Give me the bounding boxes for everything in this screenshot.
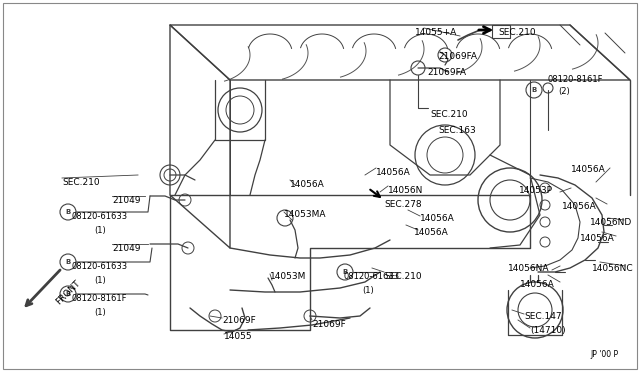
Text: 21049: 21049 (112, 244, 141, 253)
Text: SEC.278: SEC.278 (384, 200, 422, 209)
Text: B: B (65, 259, 70, 265)
Text: 14056A: 14056A (376, 168, 411, 177)
Text: 14056NA: 14056NA (508, 264, 550, 273)
Text: 21069F: 21069F (312, 320, 346, 329)
Text: 14056NC: 14056NC (592, 264, 634, 273)
Text: 14056A: 14056A (414, 228, 449, 237)
Text: SEC.147: SEC.147 (524, 312, 562, 321)
Text: 08120-61633: 08120-61633 (344, 272, 400, 281)
Text: 14053MA: 14053MA (284, 210, 326, 219)
Text: 08120-8161F: 08120-8161F (548, 75, 604, 84)
Text: 14056A: 14056A (290, 180, 324, 189)
Text: FRONT: FRONT (54, 278, 82, 306)
Text: (1): (1) (94, 276, 106, 285)
Text: 14055: 14055 (224, 332, 253, 341)
Text: 14056ND: 14056ND (590, 218, 632, 227)
Text: (2): (2) (558, 87, 570, 96)
Text: 14056A: 14056A (420, 214, 455, 223)
Text: B: B (531, 87, 536, 93)
Text: 21069FA: 21069FA (427, 68, 466, 77)
Text: 21069FA: 21069FA (438, 52, 477, 61)
Text: (1): (1) (94, 226, 106, 235)
Text: 08120-61633: 08120-61633 (72, 262, 128, 271)
Text: 14056A: 14056A (580, 234, 615, 243)
Text: 14055+A: 14055+A (415, 28, 457, 37)
Text: SEC.163: SEC.163 (438, 126, 476, 135)
Text: JP '00 P: JP '00 P (590, 350, 618, 359)
Text: B: B (342, 269, 348, 275)
Text: B: B (65, 209, 70, 215)
Text: (14710): (14710) (530, 326, 566, 335)
Text: SEC.210: SEC.210 (384, 272, 422, 281)
Text: 14053P: 14053P (519, 186, 553, 195)
Text: 08120-8161F: 08120-8161F (72, 294, 127, 303)
Text: 21069F: 21069F (222, 316, 256, 325)
Text: 08120-61633: 08120-61633 (72, 212, 128, 221)
Text: 14056N: 14056N (388, 186, 424, 195)
Text: (1): (1) (94, 308, 106, 317)
Text: SEC.210: SEC.210 (430, 110, 468, 119)
Text: 14056A: 14056A (571, 165, 605, 174)
Text: 14056A: 14056A (562, 202, 596, 211)
Text: B: B (65, 291, 70, 297)
Text: SEC.210: SEC.210 (62, 178, 100, 187)
Text: 14056A: 14056A (520, 280, 555, 289)
Text: (1): (1) (362, 286, 374, 295)
Text: SEC.210: SEC.210 (498, 28, 536, 37)
Text: 14053M: 14053M (270, 272, 307, 281)
Text: 21049: 21049 (112, 196, 141, 205)
